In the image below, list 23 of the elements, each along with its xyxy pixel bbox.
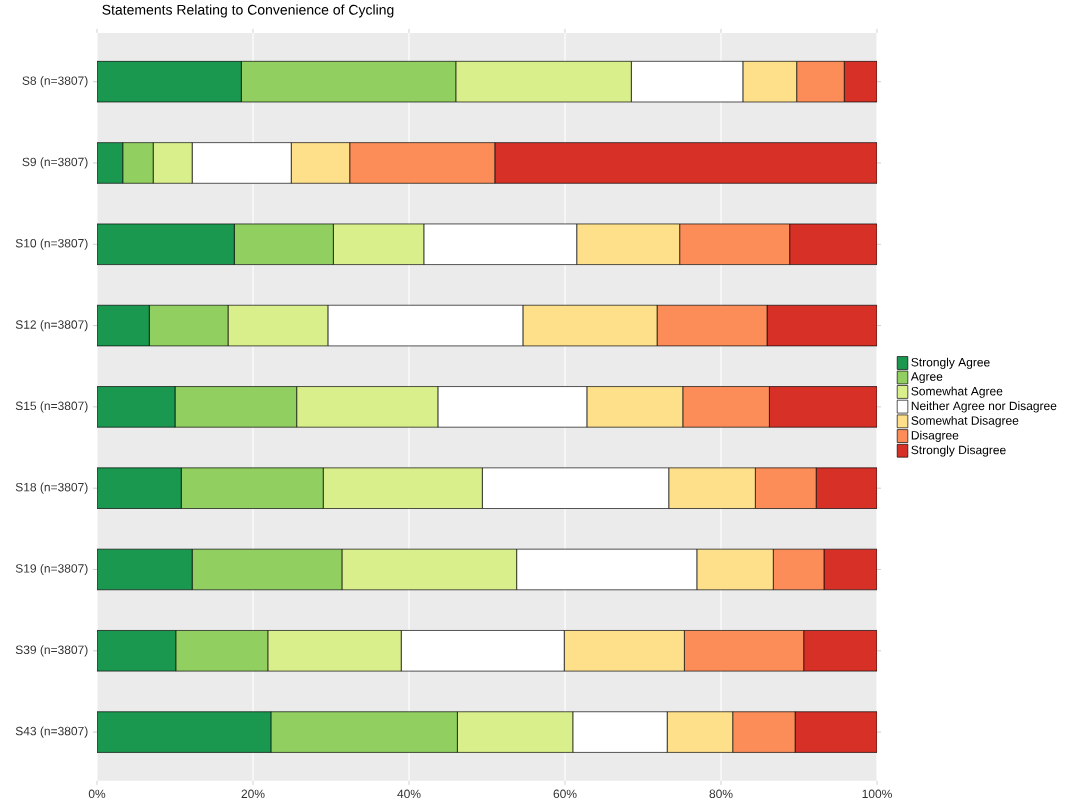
y-tick-label: S12 (n=3807) <box>15 320 88 332</box>
y-tick-label: S15 (n=3807) <box>15 401 88 413</box>
legend-label: Neither Agree nor Disagree <box>911 401 1057 413</box>
legend-label: Somewhat Agree <box>911 386 1003 398</box>
y-tick-label: S19 (n=3807) <box>15 563 88 576</box>
legend-label: Strongly Disagree <box>911 445 1006 457</box>
x-tick-label: 60% <box>553 789 577 799</box>
y-tick-label: S10 (n=3807) <box>15 238 88 250</box>
y-tick-label: S9 (n=3807) <box>22 157 88 169</box>
legend-label: Disagree <box>911 430 959 442</box>
chart-title: Statements Relating to Convenience of Cycling <box>102 4 394 18</box>
x-tick-label: 80% <box>709 789 733 799</box>
legend-label: Agree <box>910 372 943 384</box>
legend-label: Strongly Agree <box>911 357 990 369</box>
legend-label: Somewhat Disagree <box>911 416 1019 428</box>
x-tick-label: 20% <box>241 789 265 799</box>
x-tick-label: 100% <box>862 789 892 799</box>
x-tick-label: 40% <box>397 789 421 799</box>
y-tick-label: S43 (n=3807) <box>15 726 88 738</box>
x-tick-label: 0% <box>88 789 106 799</box>
y-tick-label: S39 (n=3807) <box>15 645 88 657</box>
y-tick-label: S8 (n=3807) <box>22 76 88 88</box>
y-tick-label: S18 (n=3807) <box>15 482 88 494</box>
